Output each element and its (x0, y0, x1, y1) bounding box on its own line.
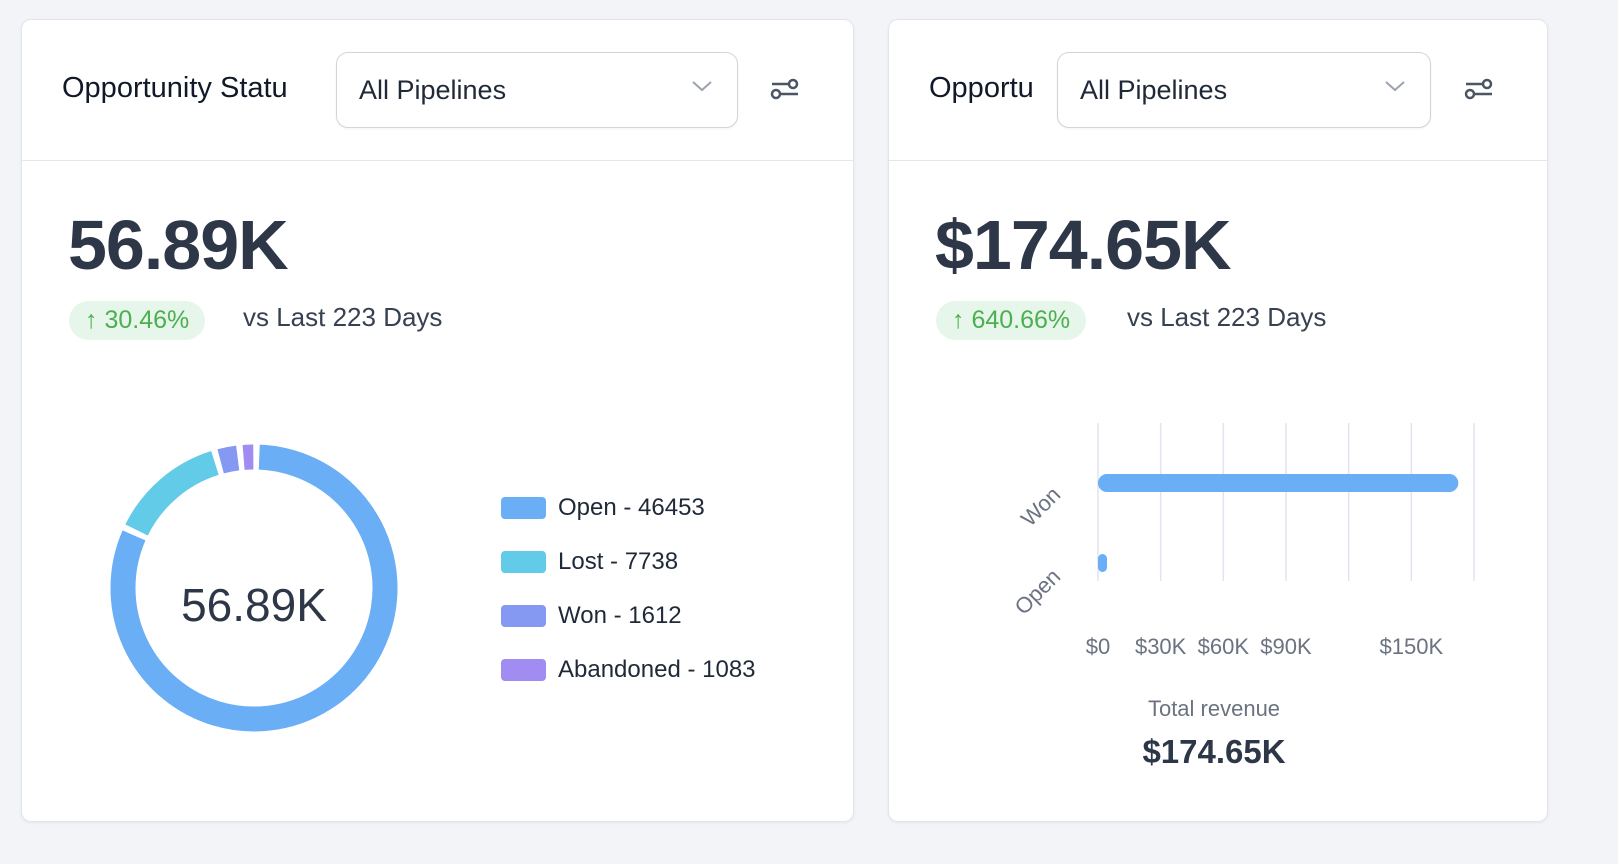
legend-label: Abandoned - 1083 (558, 656, 756, 683)
legend-swatch (501, 605, 546, 627)
arrow-up-icon: ↑ (85, 306, 105, 334)
donut-slice-lost (125, 451, 219, 536)
x-tick-label: $60K (1197, 634, 1250, 659)
bar-chart (1097, 423, 1475, 581)
filter-settings-icon[interactable] (1464, 76, 1494, 102)
legend-swatch (501, 551, 546, 573)
opportunity-status-card: Opportunity Statu All Pipelines 56.89K ↑… (21, 19, 854, 822)
x-tick-label: $30K (1134, 634, 1187, 659)
filter-settings-icon[interactable] (770, 76, 800, 102)
comparison-text: vs Last 223 Days (243, 302, 443, 332)
chevron-down-icon (692, 81, 712, 92)
card-title: Opportunity Statu (62, 72, 288, 104)
change-value: 30.46% (104, 306, 190, 334)
card-title: Opportu (929, 72, 1034, 104)
total-value: $174.65K (935, 206, 1232, 284)
legend-item-open: Open - 46453 (501, 494, 705, 522)
comparison-text: vs Last 223 Days (1127, 302, 1327, 332)
opportunity-value-card: Opportu All Pipelines $174.65K ↑ 640.66%… (888, 19, 1548, 822)
x-tick-label: $0 (1085, 634, 1111, 659)
legend-swatch (501, 659, 546, 681)
legend-label: Open - 46453 (558, 494, 705, 521)
donut-slice-open (110, 444, 398, 732)
legend-label: Won - 1612 (558, 602, 682, 629)
bar-won (1098, 474, 1459, 492)
card-header: Opportunity Statu All Pipelines (22, 20, 853, 161)
pipeline-dropdown[interactable]: All Pipelines (1057, 52, 1431, 128)
legend-item-abandoned: Abandoned - 1083 (501, 656, 756, 684)
pipeline-dropdown[interactable]: All Pipelines (336, 52, 738, 128)
total-revenue-label: Total revenue (1147, 696, 1281, 721)
change-badge: ↑ 640.66% (936, 301, 1087, 340)
donut-chart: 56.89K (110, 444, 398, 732)
legend-item-won: Won - 1612 (501, 602, 682, 630)
change-badge: ↑ 30.46% (69, 301, 206, 340)
legend-item-lost: Lost - 7738 (501, 548, 678, 576)
legend-swatch (501, 497, 546, 519)
x-tick-label: $150K (1379, 634, 1444, 659)
chevron-down-icon (1385, 81, 1405, 92)
card-header: Opportu All Pipelines (889, 20, 1547, 161)
legend-label: Lost - 7738 (558, 548, 679, 575)
dropdown-value: All Pipelines (1080, 74, 1228, 105)
change-value: 640.66% (971, 306, 1071, 334)
arrow-up-icon: ↑ (952, 306, 972, 334)
donut-center-label: 56.89K (181, 579, 327, 631)
dropdown-value: All Pipelines (359, 74, 507, 105)
donut-slice-won (217, 445, 240, 474)
total-value: 56.89K (68, 206, 289, 284)
x-tick-label: $90K (1260, 634, 1312, 659)
bar-open (1098, 554, 1107, 572)
total-revenue-value: $174.65K (1142, 733, 1286, 770)
